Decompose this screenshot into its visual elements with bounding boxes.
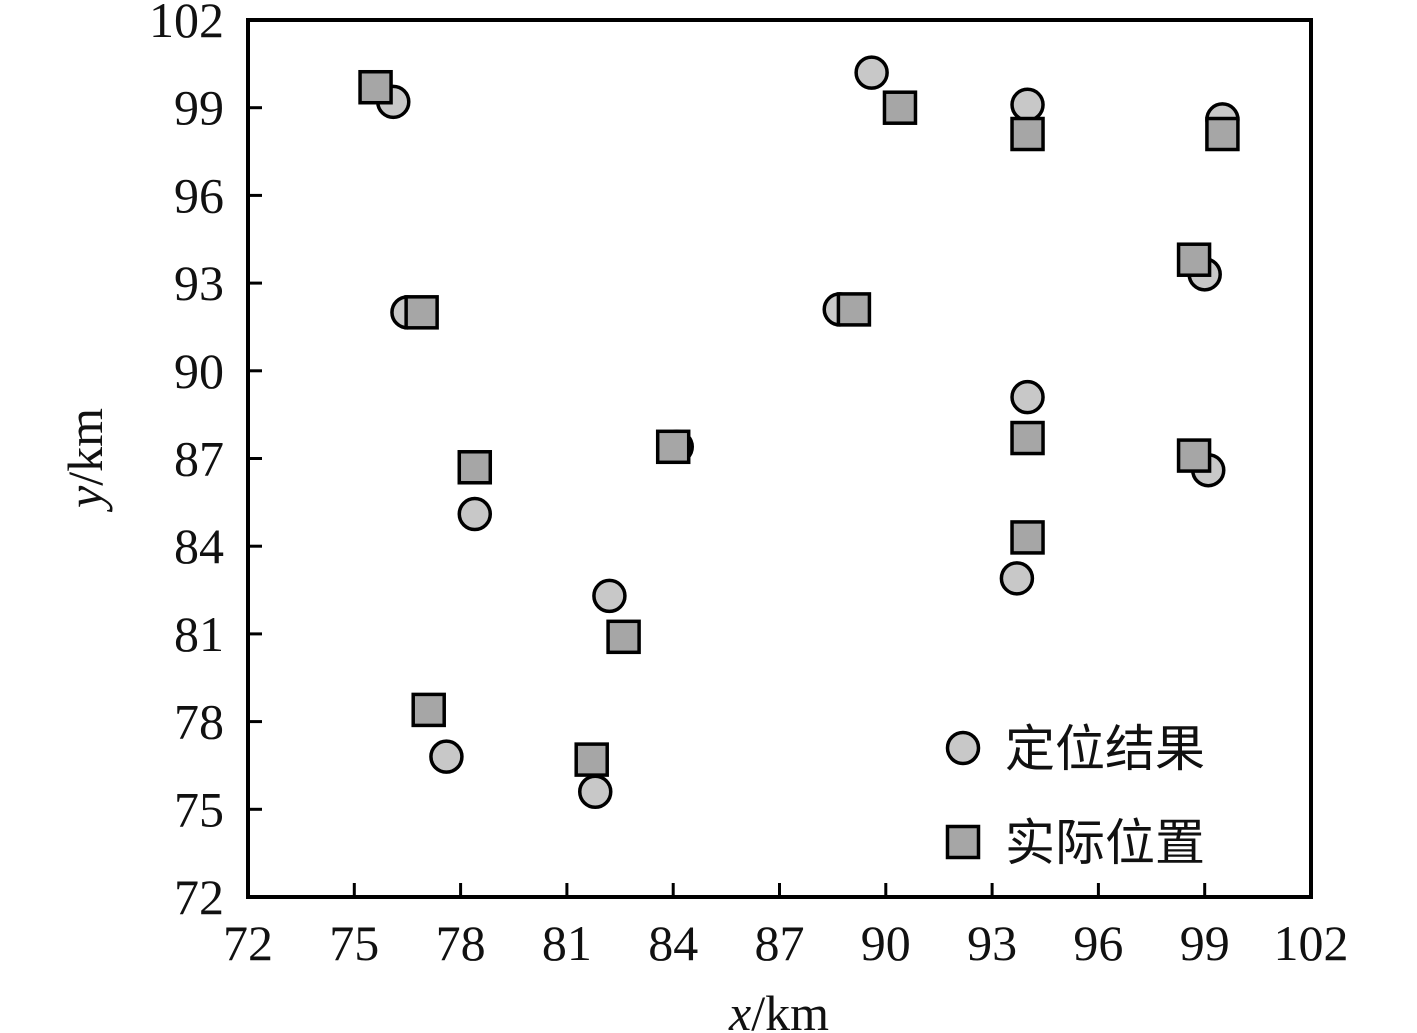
data-point-square xyxy=(836,292,872,327)
data-point-square xyxy=(574,742,609,777)
data-point-square xyxy=(457,450,493,485)
y-tick-label: 99 xyxy=(174,80,224,136)
x-tick-label: 75 xyxy=(329,915,379,971)
series-square xyxy=(358,69,1240,777)
data-point-square xyxy=(882,90,918,125)
x-tick-label: 90 xyxy=(861,915,911,971)
series-circle xyxy=(376,55,1240,810)
plot-marks xyxy=(358,55,1240,810)
data-point-square xyxy=(1205,116,1240,152)
data-point-circle xyxy=(999,561,1035,596)
data-point-square xyxy=(1176,438,1212,473)
x-tick-label: 102 xyxy=(1274,915,1349,971)
data-point-square xyxy=(1010,116,1045,152)
data-point-square xyxy=(1010,520,1045,555)
x-axis: 72 75 78 81 84 87 90 93 96 99 102 xyxy=(223,883,1349,971)
y-tick-label: 90 xyxy=(174,343,224,399)
x-tick-label: 99 xyxy=(1180,915,1230,971)
y-tick-label: 75 xyxy=(174,781,224,837)
legend-marker-square xyxy=(945,824,981,860)
data-point-circle xyxy=(577,774,613,810)
y-tick-label: 78 xyxy=(174,694,224,750)
y-tick-label: 96 xyxy=(174,167,224,223)
y-tick-label: 102 xyxy=(149,0,224,48)
data-point-square xyxy=(1176,242,1212,277)
data-point-circle xyxy=(429,739,464,774)
data-point-square xyxy=(606,619,641,655)
x-tick-label: 84 xyxy=(648,915,698,971)
y-tick-label: 81 xyxy=(174,606,224,662)
y-tick-label: 87 xyxy=(174,431,224,487)
x-tick-label: 93 xyxy=(967,915,1017,971)
data-point-square xyxy=(358,69,393,105)
data-point-circle xyxy=(1010,87,1045,123)
legend-marker-circle xyxy=(945,730,981,766)
data-point-square xyxy=(1010,420,1045,456)
legend-label: 定位结果 xyxy=(1005,720,1205,778)
x-axis-title: x/km xyxy=(728,985,829,1033)
data-point-circle xyxy=(1010,379,1045,415)
x-tick-label: 87 xyxy=(755,915,805,971)
x-tick-label: 81 xyxy=(542,915,592,971)
x-tick-label: 96 xyxy=(1073,915,1123,971)
data-point-square xyxy=(411,692,446,728)
y-tick-label: 72 xyxy=(174,869,224,925)
data-point-circle xyxy=(592,578,627,614)
data-point-circle xyxy=(457,496,493,532)
data-point-square xyxy=(404,295,439,330)
x-tick-label: 72 xyxy=(223,915,273,971)
x-tick-label: 78 xyxy=(436,915,486,971)
y-axis: 72 75 78 81 84 87 90 93 96 99 102 xyxy=(149,0,262,925)
y-tick-label: 93 xyxy=(174,255,224,311)
legend-label: 实际位置 xyxy=(1005,814,1205,872)
y-axis-title: y/km xyxy=(57,408,113,513)
y-tick-label: 84 xyxy=(174,518,224,574)
data-point-square xyxy=(655,429,691,465)
data-point-circle xyxy=(854,55,889,90)
